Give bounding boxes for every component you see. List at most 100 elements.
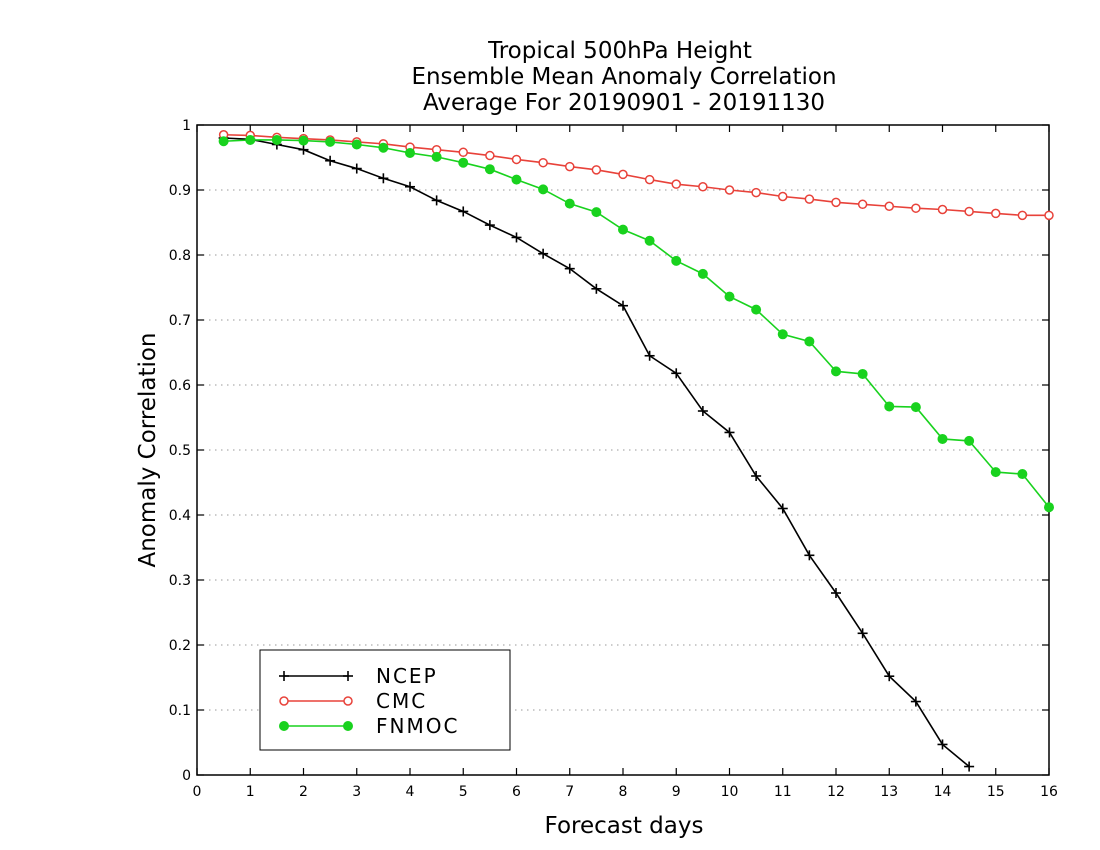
data-point-fnmoc: [1017, 469, 1028, 480]
series-fnmoc: [218, 134, 1054, 513]
data-point-cmc: [698, 182, 708, 192]
data-point-cmc: [565, 161, 575, 172]
data-point-fnmoc: [1044, 502, 1054, 513]
chart-title: Tropical 500hPa Height Ensemble Mean Ano…: [411, 38, 836, 116]
data-point-cmc: [804, 194, 815, 204]
legend-label-cmc: CMC: [376, 689, 427, 713]
data-point-ncep: [937, 739, 948, 750]
y-tick-label: 0: [182, 768, 191, 784]
data-point-ncep: [777, 503, 788, 514]
y-tick-label: 0.6: [169, 378, 191, 394]
data-point-fnmoc: [804, 336, 815, 347]
legend-label-fnmoc: FNMOC: [376, 714, 459, 738]
data-point-ncep: [724, 427, 735, 438]
data-point-cmc: [1044, 210, 1054, 221]
data-point-ncep: [298, 144, 309, 155]
series-layer: [218, 130, 1054, 772]
x-tick-label: 8: [619, 784, 628, 800]
series-line-fnmoc: [223, 139, 1050, 508]
data-point-cmc: [538, 157, 548, 168]
y-tick-label: 0.7: [169, 313, 191, 329]
y-tick-label: 0.1: [169, 703, 191, 719]
data-point-ncep: [484, 220, 495, 231]
x-tick-label: 16: [1040, 784, 1058, 800]
legend-marker: [343, 721, 353, 731]
data-point-ncep: [511, 232, 522, 243]
data-point-ncep: [378, 173, 389, 184]
x-tick-label: 7: [565, 784, 574, 800]
data-point-fnmoc: [405, 147, 415, 158]
legend-label-ncep: NCEP: [376, 664, 438, 688]
x-tick-label: 1: [246, 784, 255, 800]
data-point-fnmoc: [245, 134, 256, 145]
chart-title-line-2: Ensemble Mean Anomaly Correlation: [411, 64, 836, 90]
data-point-cmc: [964, 206, 974, 217]
data-point-ncep: [964, 761, 975, 772]
data-point-ncep: [405, 181, 415, 192]
data-point-fnmoc: [884, 401, 895, 412]
data-point-fnmoc: [458, 157, 469, 168]
data-point-cmc: [778, 191, 788, 202]
data-point-ncep: [671, 368, 682, 379]
data-point-cmc: [724, 185, 735, 195]
data-point-ncep: [351, 163, 362, 174]
data-point-fnmoc: [990, 467, 1001, 478]
series-line-cmc: [223, 133, 1049, 217]
data-point-ncep: [804, 550, 815, 561]
data-point-fnmoc: [857, 368, 868, 379]
axis-ticks: 00.10.20.30.40.50.60.70.80.910 1 2 3 4 5 6 7 8 9 1…: [169, 118, 1058, 800]
data-point-fnmoc: [591, 207, 602, 218]
legend-marker: [279, 696, 289, 706]
y-tick-label: 1: [182, 118, 191, 134]
data-point-fnmoc: [831, 366, 841, 377]
data-point-ncep: [697, 406, 708, 416]
data-point-cmc: [591, 165, 602, 175]
data-point-cmc: [991, 208, 1001, 219]
data-point-fnmoc: [325, 136, 336, 147]
data-point-fnmoc: [511, 174, 522, 185]
data-point-ncep: [458, 206, 469, 217]
data-point-ncep: [751, 471, 762, 481]
x-tick-label: 14: [934, 784, 952, 800]
legend-marker: [279, 671, 289, 681]
legend-entry-fnmoc: FNMOC: [279, 714, 459, 738]
data-point-fnmoc: [964, 435, 975, 446]
legend-marker: [343, 671, 353, 681]
data-point-ncep: [831, 588, 841, 598]
data-point-cmc: [831, 197, 841, 208]
legend-marker: [279, 721, 289, 731]
x-tick-label: 4: [406, 784, 415, 800]
data-point-fnmoc: [564, 198, 575, 209]
data-point-fnmoc: [351, 139, 362, 150]
data-point-ncep: [884, 671, 895, 682]
y-tick-label: 0.3: [169, 573, 191, 589]
data-point-cmc: [937, 204, 948, 215]
x-tick-label: 0: [193, 784, 202, 800]
data-point-cmc: [1017, 210, 1028, 221]
data-point-fnmoc: [937, 433, 948, 444]
legend-box: [259, 649, 511, 751]
x-tick-label: 13: [880, 784, 898, 800]
x-tick-label: 9: [672, 784, 681, 800]
data-point-fnmoc: [218, 136, 229, 147]
data-point-cmc: [511, 154, 522, 165]
x-tick-label: 6: [512, 784, 521, 800]
legend-entry-ncep: NCEP: [279, 664, 438, 688]
x-tick-label: 5: [459, 784, 468, 800]
x-tick-label: 10: [721, 784, 739, 800]
series-ncep: [218, 133, 975, 772]
data-point-cmc: [751, 187, 761, 198]
y-tick-label: 0.4: [169, 508, 191, 524]
data-point-fnmoc: [271, 134, 282, 145]
data-point-ncep: [910, 696, 921, 707]
data-point-fnmoc: [671, 255, 682, 266]
x-tick-label: 15: [987, 784, 1005, 800]
x-tick-label: 12: [827, 784, 845, 800]
data-point-cmc: [884, 201, 894, 211]
data-point-fnmoc: [777, 329, 788, 340]
data-point-ncep: [644, 350, 655, 361]
data-point-fnmoc: [378, 142, 389, 153]
data-point-cmc: [911, 203, 921, 213]
